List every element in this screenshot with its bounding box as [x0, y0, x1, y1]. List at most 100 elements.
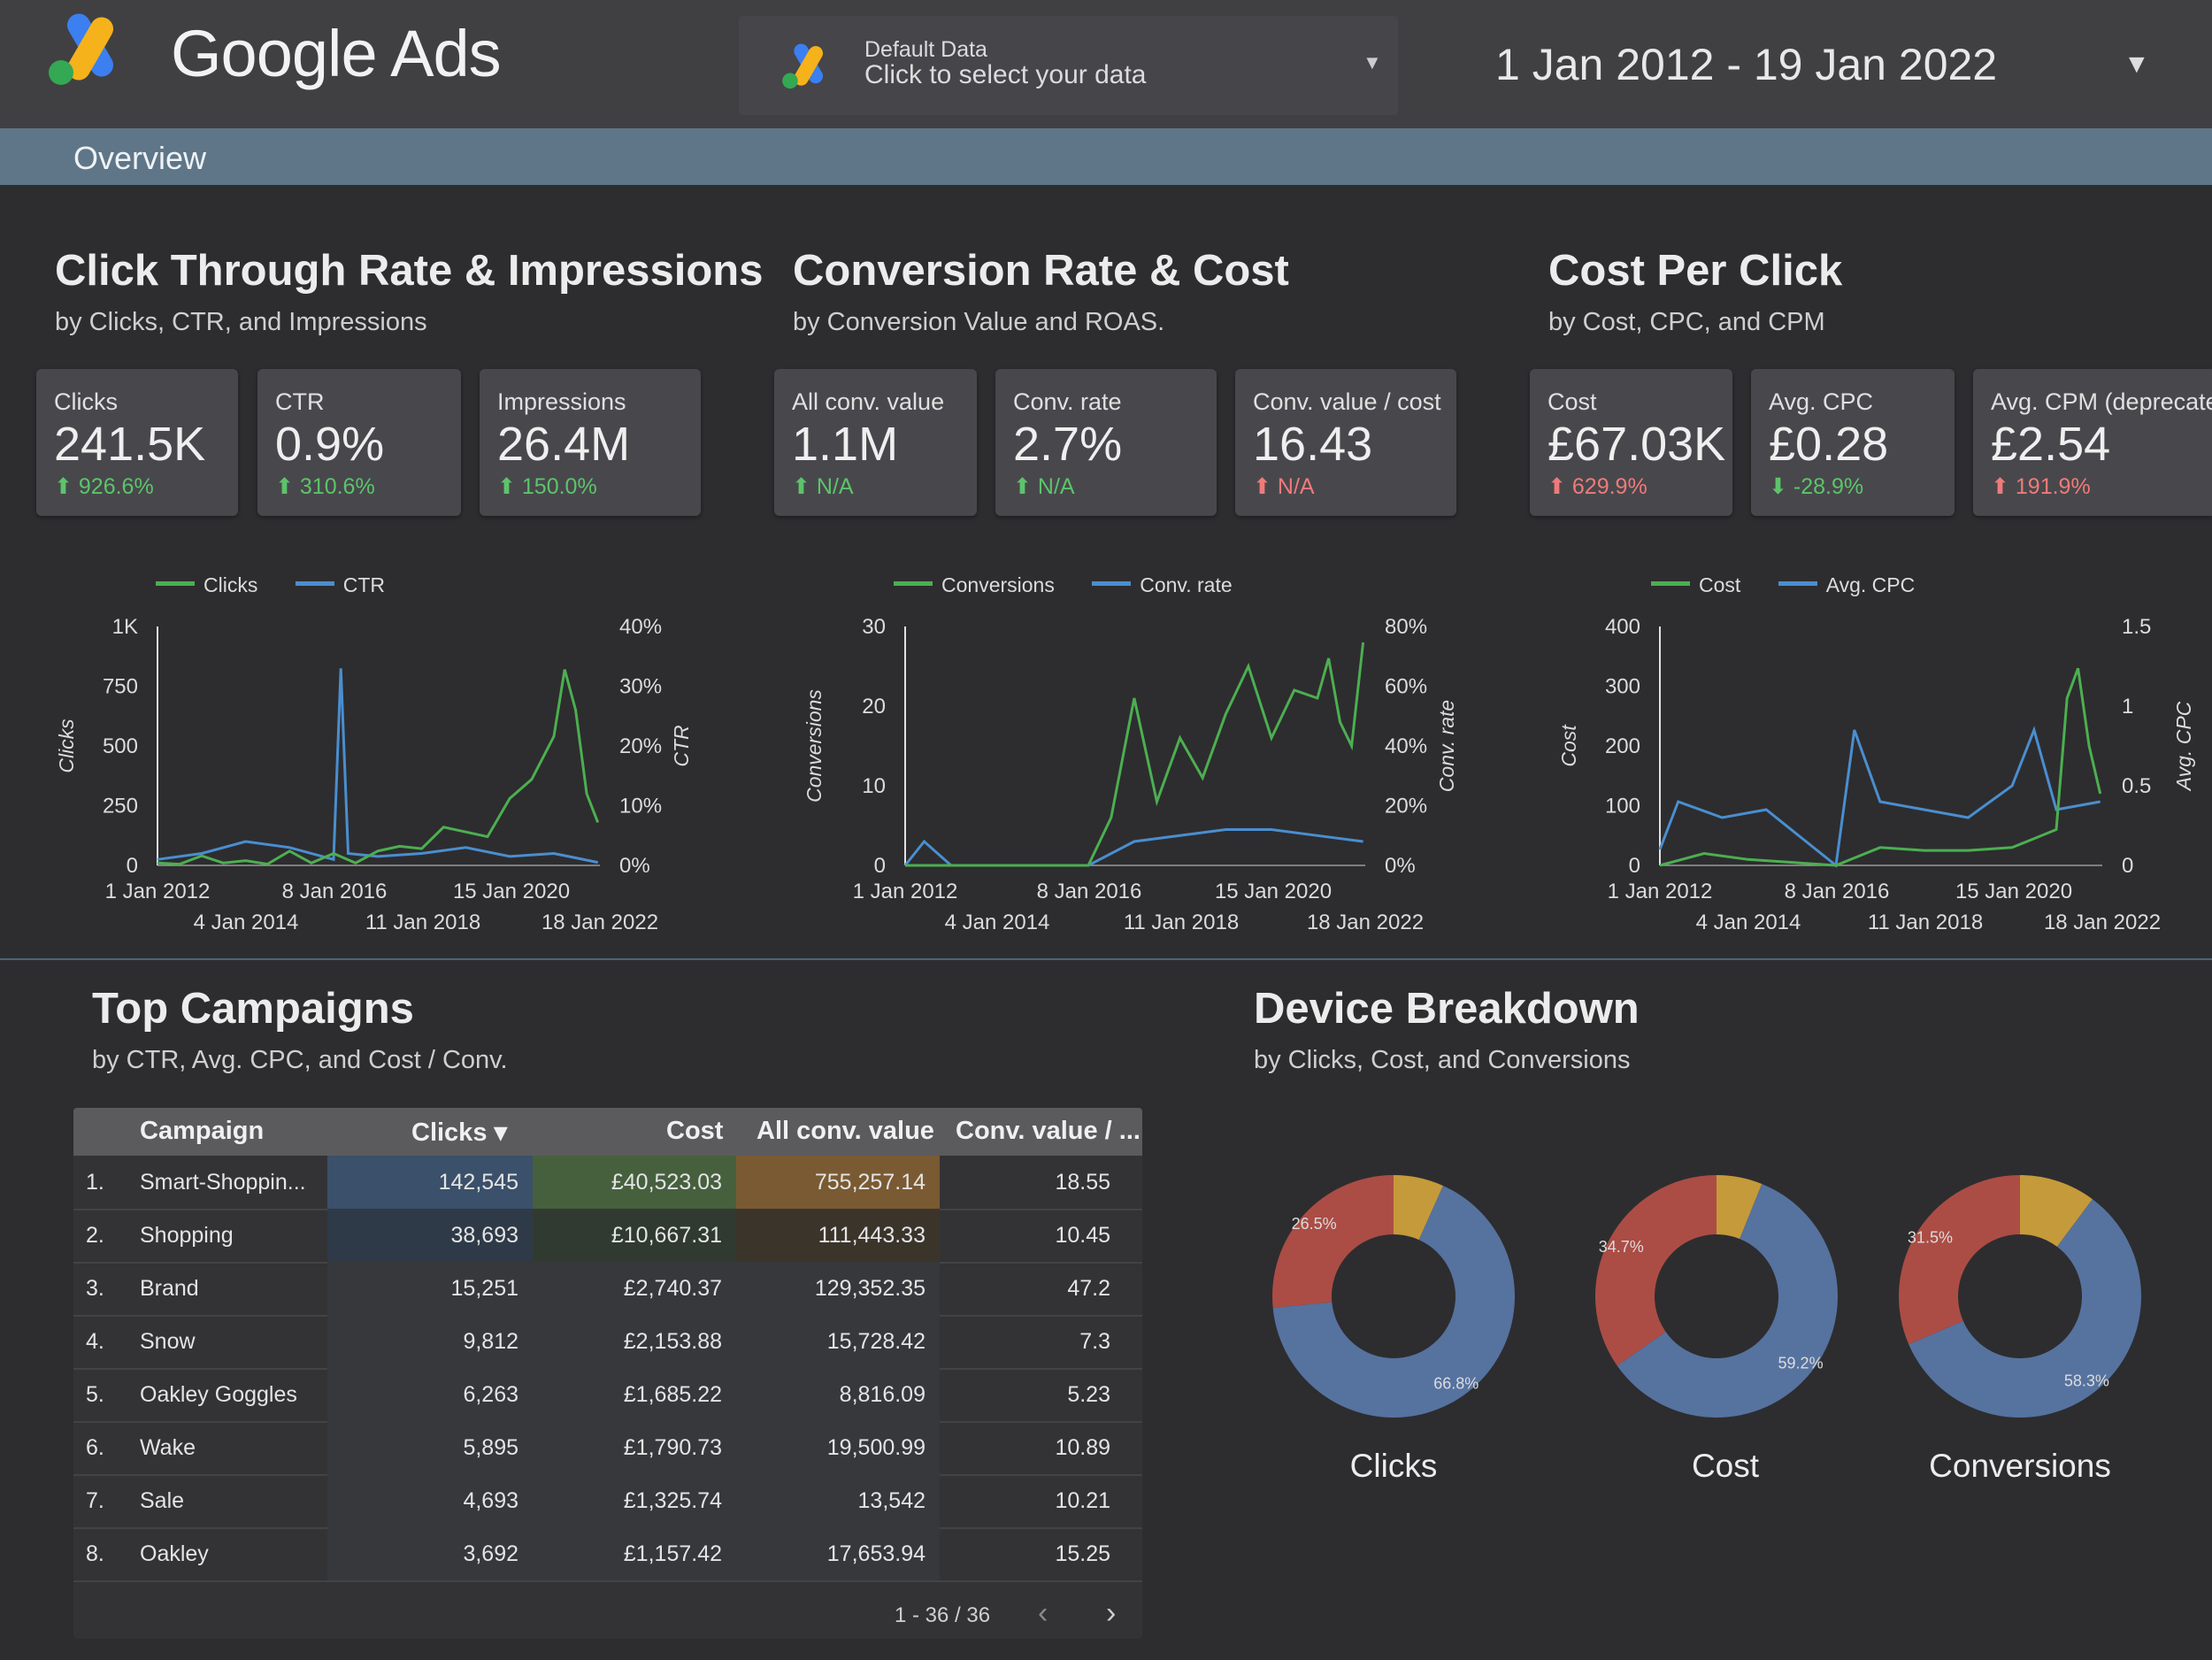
- all-conv-value-cell: 19,500.99: [736, 1421, 940, 1474]
- campaign-name-cell: Brand: [140, 1276, 199, 1301]
- donut-label-clicks: Clicks: [1349, 1448, 1438, 1484]
- chevron-down-icon[interactable]: ▼: [2124, 50, 2150, 79]
- series-line-avg-cpc: [1658, 726, 2101, 868]
- row-index: 6.: [86, 1435, 104, 1460]
- series-line-clicks: [157, 669, 600, 866]
- y-tick-label-left: 400: [1605, 615, 1640, 639]
- kpi-value: 2.7%: [1013, 418, 1123, 471]
- table-row[interactable]: 7. Sale 4,693 £1,325.74 13,542 10.21: [73, 1474, 1142, 1529]
- y-tick-label-right: 0%: [1385, 854, 1416, 878]
- ctr-section-title: Click Through Rate & Impressions: [55, 247, 764, 295]
- column-header-cost[interactable]: Cost: [666, 1117, 724, 1145]
- series-line-conversions: [905, 642, 1365, 867]
- kpi-card-clicks: Clicks 241.5K ⬆ 926.6%: [36, 369, 238, 516]
- cost-cell: £1,685.22: [533, 1368, 736, 1421]
- row-index: 5.: [86, 1382, 104, 1407]
- tab-overview[interactable]: Overview: [73, 140, 207, 176]
- x-tick-label: 1 Jan 2012: [853, 880, 958, 903]
- x-tick-label: 18 Jan 2022: [1307, 911, 1424, 934]
- table-row[interactable]: 6. Wake 5,895 £1,790.73 19,500.99 10.89: [73, 1421, 1142, 1476]
- column-header-conv-value-cost[interactable]: Conv. value / ...: [956, 1117, 1141, 1145]
- x-tick-label: 1 Jan 2012: [1608, 880, 1713, 903]
- clicks-cell: 4,693: [327, 1474, 533, 1527]
- clicks-device-donut: 66.8% 26.5%: [1272, 1175, 1516, 1418]
- row-index: 7.: [86, 1488, 104, 1513]
- donut-slice: [2020, 1175, 2093, 1247]
- chart-legend-conv: Conversions Conv. rate: [894, 573, 1264, 597]
- campaigns-section-subtitle: by CTR, Avg. CPC, and Cost / Conv.: [92, 1046, 508, 1074]
- donut-slice: [1272, 1175, 1394, 1308]
- y-tick-label-right: 10%: [619, 795, 662, 818]
- donut-slice-label: 31.5%: [1908, 1228, 1953, 1246]
- clicks-cell: 3,692: [327, 1527, 533, 1580]
- all-conv-value-cell: 129,352.35: [736, 1262, 940, 1315]
- donut-slice-label: 26.5%: [1292, 1215, 1337, 1233]
- row-index: 8.: [86, 1541, 104, 1566]
- y-axis-label-right: Avg. CPC: [2172, 701, 2195, 792]
- kpi-change: ⬇ -28.9%: [1769, 474, 1864, 499]
- x-tick-label: 15 Jan 2020: [1215, 880, 1332, 903]
- table-row[interactable]: 3. Brand 15,251 £2,740.37 129,352.35 47.2: [73, 1262, 1142, 1317]
- devices-section-subtitle: by Clicks, Cost, and Conversions: [1254, 1046, 1631, 1074]
- clicks-cell: 6,263: [327, 1368, 533, 1421]
- x-tick-label: 15 Jan 2020: [1955, 880, 2072, 903]
- table-row[interactable]: 8. Oakley 3,692 £1,157.42 17,653.94 15.25: [73, 1527, 1142, 1582]
- row-index: 3.: [86, 1276, 104, 1301]
- all-conv-value-cell: 8,816.09: [736, 1368, 940, 1421]
- kpi-change: ⬆ 926.6%: [54, 474, 154, 499]
- table-row[interactable]: 1. Smart-Shoppin... 142,545 £40,523.03 755,2…: [73, 1156, 1142, 1210]
- all-conv-value-cell: 15,728.42: [736, 1315, 940, 1368]
- table-row[interactable]: 4. Snow 9,812 £2,153.88 15,728.42 7.3: [73, 1315, 1142, 1370]
- all-conv-value-cell: 17,653.94: [736, 1527, 940, 1580]
- clicks-cell: 15,251: [327, 1262, 533, 1315]
- kpi-card-cost: Cost £67.03K ⬆ 629.9%: [1530, 369, 1732, 516]
- column-header-clicks[interactable]: Clicks ▾: [411, 1118, 508, 1147]
- kpi-label: Avg. CPM (deprecated): [1991, 388, 2212, 415]
- cost-cell: £2,153.88: [533, 1315, 736, 1368]
- kpi-label: Conv. value / cost: [1253, 388, 1441, 415]
- kpi-value: 16.43: [1253, 418, 1373, 471]
- kpi-value: £67.03K: [1548, 418, 1726, 471]
- y-tick-label-left: 1K: [112, 615, 138, 639]
- brand-title: Google Ads: [171, 17, 502, 90]
- google-ads-logo-icon: [49, 13, 113, 85]
- kpi-label: Avg. CPC: [1769, 388, 1874, 415]
- date-range-picker[interactable]: 1 Jan 2012 - 19 Jan 2022 ▼: [1433, 16, 2194, 115]
- x-tick-label: 8 Jan 2016: [1037, 880, 1142, 903]
- app-header: Google Ads Default Data Click to select …: [0, 0, 2212, 129]
- column-header-campaign[interactable]: Campaign: [140, 1117, 265, 1145]
- x-tick-label: 18 Jan 2022: [541, 911, 658, 934]
- chevron-right-icon[interactable]: ›: [1106, 1596, 1117, 1630]
- cost-device-donut: 59.2% 34.7%: [1595, 1175, 1839, 1418]
- kpi-label: All conv. value: [792, 388, 945, 415]
- cost-cell: £1,790.73: [533, 1421, 736, 1474]
- kpi-change: ⬆ N/A: [1253, 474, 1315, 499]
- donut-slice: [1617, 1183, 1839, 1418]
- donut-label-cost: Cost: [1691, 1448, 1760, 1484]
- y-tick-label-right: 1: [2122, 695, 2133, 719]
- y-axis-label-left: Cost: [1557, 724, 1580, 767]
- y-tick-label-left: 10: [862, 774, 886, 798]
- y-axis-label-left: Conversions: [803, 689, 826, 803]
- table-row[interactable]: 5. Oakley Goggles 6,263 £1,685.22 8,816.09 5.…: [73, 1368, 1142, 1423]
- chevron-down-icon[interactable]: ▼: [1363, 51, 1382, 73]
- kpi-label: Cost: [1548, 388, 1597, 415]
- column-header-all-conv-value[interactable]: All conv. value: [757, 1117, 934, 1145]
- kpi-value: 1.1M: [792, 418, 899, 471]
- data-source-selector[interactable]: Default Data Click to select your data ▼: [739, 16, 1398, 115]
- conv-line-chart: 0 10 20 30 0% 20% 40% 60% 80% 1 Jan 2012 8 Jan 201…: [803, 615, 1458, 934]
- x-tick-label: 18 Jan 2022: [2044, 911, 2161, 934]
- y-tick-label-left: 750: [103, 675, 138, 699]
- conv-value-cost-cell: 5.23: [1067, 1382, 1110, 1407]
- y-tick-label-left: 30: [862, 615, 886, 639]
- y-tick-label-right: 60%: [1385, 675, 1427, 699]
- chevron-left-icon[interactable]: ‹: [1038, 1596, 1048, 1630]
- donut-slice: [1595, 1175, 1717, 1366]
- all-conv-value-cell: 13,542: [736, 1474, 940, 1527]
- legend-label: Avg. CPC: [1825, 573, 1916, 596]
- table-row[interactable]: 2. Shopping 38,693 £10,667.31 111,443.33 10.4…: [73, 1209, 1142, 1264]
- y-tick-label-right: 1.5: [2122, 615, 2151, 639]
- kpi-change: ⬆ 310.6%: [275, 474, 375, 499]
- conv-value-cost-cell: 7.3: [1079, 1329, 1110, 1354]
- y-tick-label-right: 20%: [1385, 795, 1427, 818]
